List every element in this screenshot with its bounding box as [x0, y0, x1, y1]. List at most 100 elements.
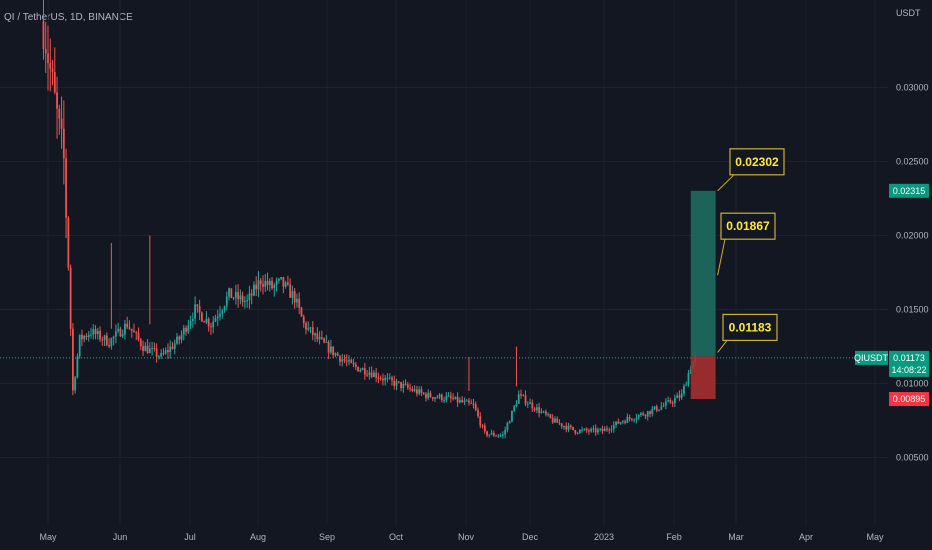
candle-body [411, 388, 414, 391]
candle-body [495, 435, 498, 437]
candle-body [680, 393, 683, 398]
candle-body [332, 346, 335, 356]
candle-body [128, 327, 131, 329]
candle-body [535, 407, 538, 411]
candle-body [189, 321, 192, 326]
price-tag-label: 0.02315 [893, 186, 926, 196]
candle-body [280, 277, 283, 279]
callout-pointer [717, 239, 726, 276]
candle-body [221, 310, 224, 314]
candle-body [230, 288, 233, 299]
candle-body [275, 280, 278, 285]
candle-body [642, 413, 645, 416]
candle-body [581, 429, 584, 431]
candle-body [678, 395, 681, 398]
candle-body [133, 330, 135, 333]
candle-body [685, 384, 688, 386]
candle-body [155, 348, 158, 357]
loss-zone [690, 356, 716, 400]
candle-body [176, 336, 178, 344]
candle-body [391, 377, 393, 381]
candle-body [540, 411, 543, 413]
candle-body [499, 435, 502, 437]
y-tick-label: 0.01000 [896, 379, 929, 389]
candle-body [468, 400, 470, 403]
candle-body [44, 48, 47, 54]
candle-body [302, 316, 305, 324]
candle-body [599, 428, 602, 430]
x-tick-label: Sep [319, 532, 335, 542]
candle-body [205, 318, 208, 323]
candle-body [90, 334, 92, 336]
candle-body [92, 329, 95, 335]
candle-body [567, 425, 570, 430]
candle-body [214, 318, 217, 322]
candle-body [169, 346, 172, 353]
candle-body [65, 158, 68, 218]
candle-body [651, 409, 654, 414]
candle-body [157, 356, 160, 358]
candle-body [610, 429, 613, 431]
candle-body [126, 323, 129, 328]
candle-body [341, 359, 344, 362]
candle-body [49, 63, 52, 69]
candle-body [384, 377, 387, 381]
candle-body [445, 396, 448, 400]
y-tick-label: 0.01500 [896, 305, 929, 315]
candle-body [563, 426, 565, 428]
candle-body [316, 333, 319, 340]
candle-body [531, 402, 534, 409]
candle-body [497, 435, 500, 437]
candle-body [228, 288, 230, 297]
candle-body [336, 353, 339, 356]
candle-body [148, 348, 151, 353]
candle-body [114, 331, 117, 337]
candle-body [669, 400, 672, 403]
candle-body [339, 355, 341, 362]
candle-body [42, 20, 45, 49]
candle-body [474, 404, 477, 411]
candle-body [372, 372, 375, 378]
candle-body [357, 366, 359, 372]
candle-body [359, 370, 362, 372]
candle-body [526, 403, 529, 405]
long-position-tool[interactable] [690, 190, 716, 400]
y-tick-label: 0.02500 [896, 157, 929, 167]
candle-body [56, 92, 58, 109]
candle-body [153, 347, 156, 349]
candle-body [314, 333, 316, 336]
candle-body [481, 425, 484, 427]
candle-body [198, 306, 201, 313]
candle-body [597, 429, 599, 433]
candle-body [420, 389, 423, 393]
price-callouts[interactable]: 0.02302 0.01867 0.01183 [717, 148, 785, 353]
candle-body [449, 395, 452, 399]
candle-body [99, 330, 101, 340]
candle-body [461, 400, 464, 403]
candle-body [454, 396, 457, 400]
candle-body [343, 359, 346, 361]
candle-body [248, 293, 251, 301]
candle-body [160, 353, 163, 357]
candle-body [583, 428, 586, 430]
candle-body [60, 118, 63, 129]
candle-body [268, 280, 271, 286]
candle-body [402, 383, 405, 389]
candle-body [253, 284, 255, 296]
candles [0, 0, 888, 439]
candle-body [615, 421, 617, 425]
candle-body [612, 424, 615, 430]
candle-body [603, 428, 606, 432]
candle-body [94, 329, 97, 335]
candle-body [110, 338, 113, 347]
price-tag-label: 0.00895 [893, 394, 926, 404]
candle-body [635, 418, 638, 420]
candle-body [565, 426, 568, 430]
candle-body [601, 428, 604, 432]
candle-body [524, 395, 527, 404]
candle-body [345, 360, 348, 362]
candle-body [162, 353, 165, 355]
candle-body [121, 334, 124, 337]
candle-body [511, 410, 513, 422]
